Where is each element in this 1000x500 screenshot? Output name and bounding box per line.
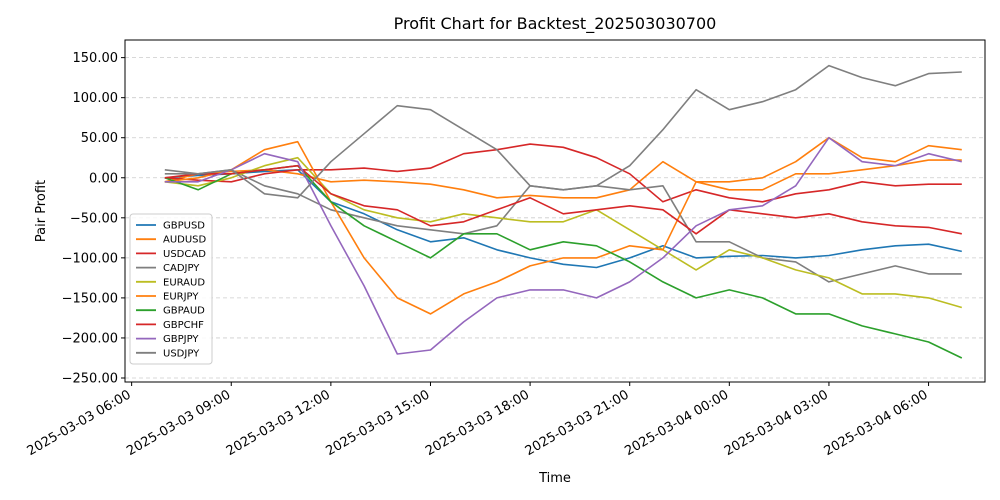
y-tick-label: −50.00 — [70, 211, 118, 226]
y-tick-label: 100.00 — [73, 91, 119, 106]
legend-label: GBPCHF — [163, 320, 204, 331]
y-tick-label: −100.00 — [62, 251, 118, 266]
series-line-audusd — [164, 159, 962, 199]
y-axis-ticks: −250.00 −200.00 −150.00 −100.00 −50.00 0.00 50… — [62, 51, 125, 386]
y-tick-label: −150.00 — [62, 291, 118, 306]
legend-label: GBPAUD — [163, 306, 205, 317]
legend-label: EURAUD — [163, 277, 205, 288]
legend-label: CADJPY — [163, 263, 200, 274]
y-axis-title: Pair Profit — [34, 180, 49, 242]
series-lines — [164, 64, 963, 359]
x-axis-title: Time — [538, 471, 571, 486]
y-tick-label: −200.00 — [62, 331, 118, 346]
chart-title: Profit Chart for Backtest_202503030700 — [394, 14, 717, 34]
grid-lines — [125, 57, 985, 379]
y-tick-label: 150.00 — [73, 51, 119, 66]
legend-label: AUDUSD — [163, 235, 207, 246]
series-line-gbpjpy — [164, 136, 962, 355]
legend-label: GBPUSD — [163, 221, 205, 232]
series-line-gbpchf — [164, 164, 962, 235]
legend-label: USDJPY — [163, 348, 200, 359]
legend: GBPUSD AUDUSD USDCAD CADJPY EURAUD EURJPY GBPA… — [129, 213, 213, 365]
y-tick-label: 50.00 — [81, 131, 118, 146]
series-line-usdjpy — [164, 64, 962, 199]
legend-label: GBPJPY — [163, 334, 199, 345]
legend-label: USDCAD — [163, 249, 206, 260]
series-line-usdcad — [164, 143, 962, 203]
plot-area-frame — [124, 39, 986, 383]
y-tick-label: −250.00 — [62, 371, 118, 386]
legend-box — [129, 213, 213, 365]
y-tick-label: 0.00 — [89, 171, 118, 186]
legend-label: EURJPY — [163, 292, 199, 303]
series-line-euraud — [164, 156, 963, 309]
